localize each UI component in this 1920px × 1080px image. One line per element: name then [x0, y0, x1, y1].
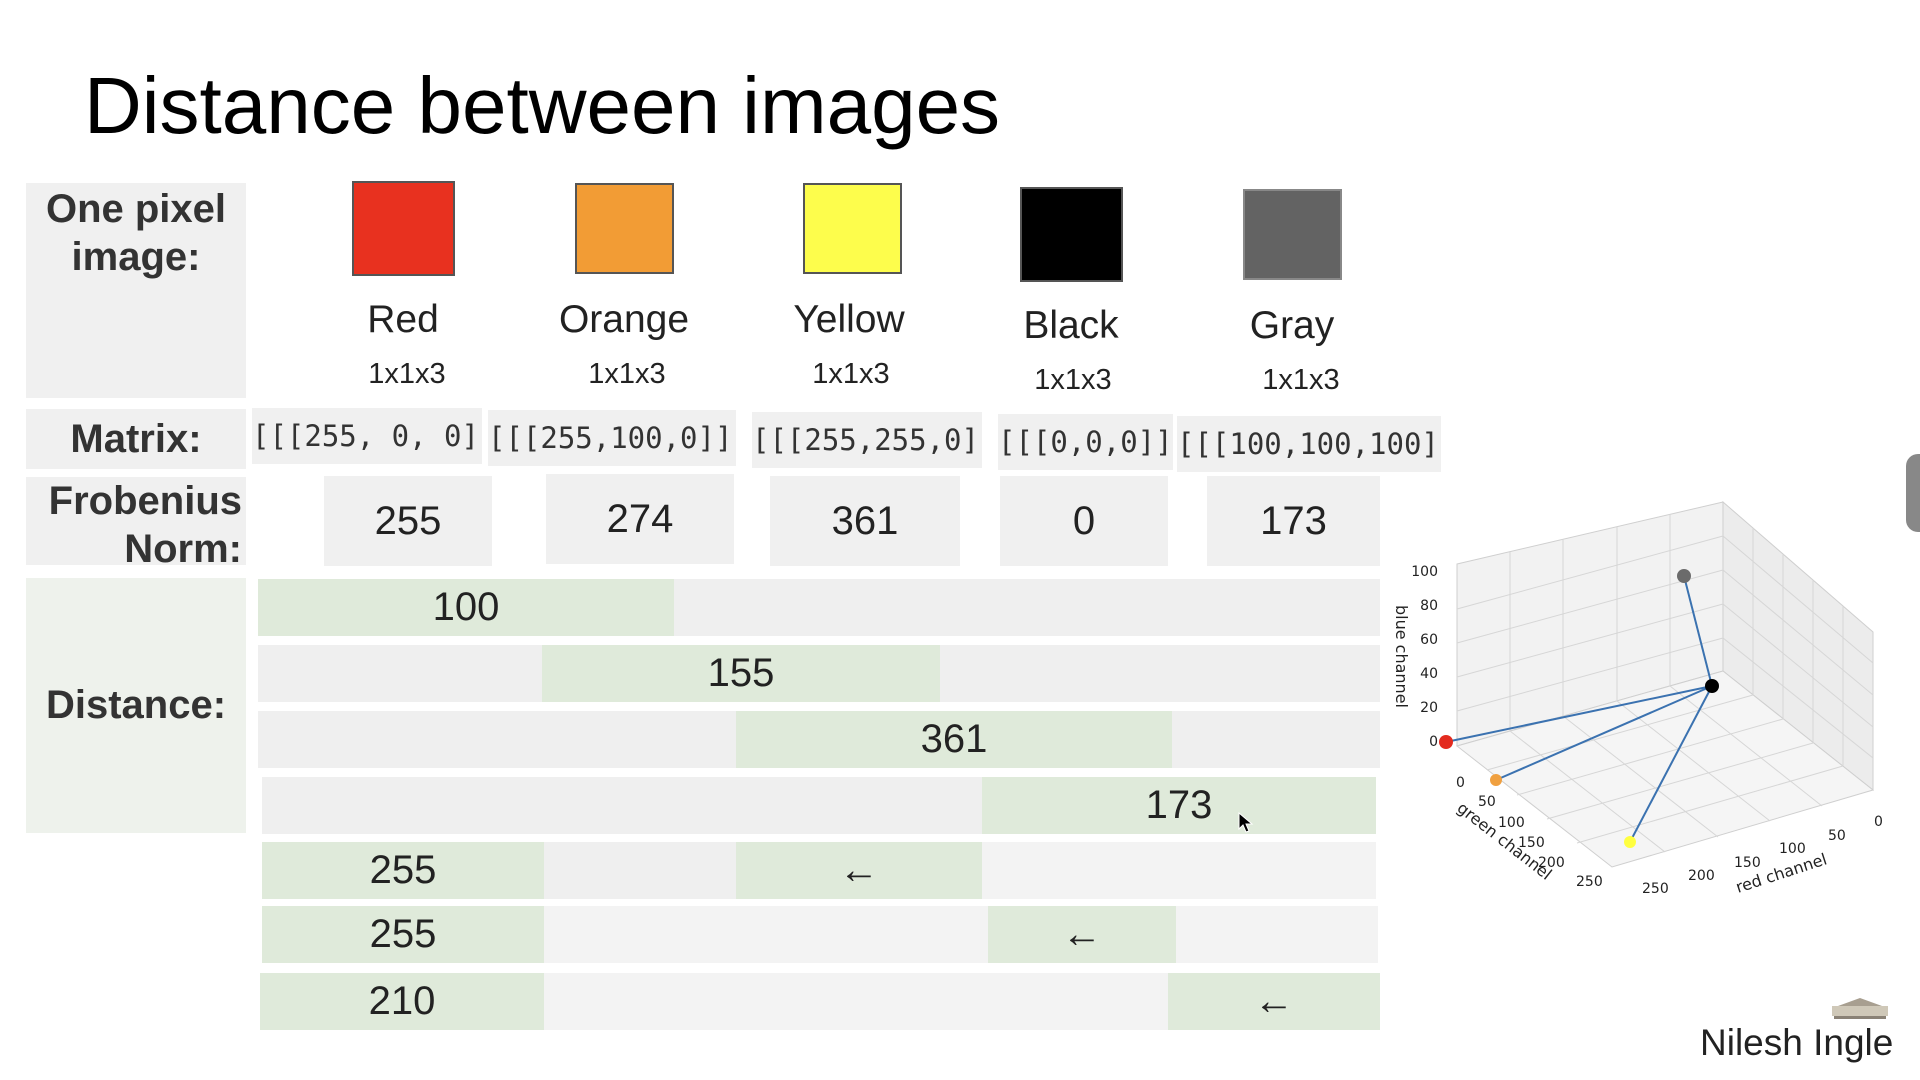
row-label-pixel: One pixel image:	[26, 183, 246, 398]
side-panel-handle[interactable]	[1906, 454, 1920, 532]
arrow-left-icon: ←	[1168, 973, 1380, 1030]
distance-value: 210	[260, 973, 544, 1030]
y-tick: 100	[1498, 815, 1525, 831]
rgb-3d-scatter-plot: 0 20 40 60 80 100 blue channel 0 50 100 …	[1392, 500, 1883, 897]
norm-black: 0	[1000, 476, 1168, 566]
norm-red: 255	[324, 476, 492, 566]
z-tick: 0	[1429, 734, 1438, 750]
row-label-distance: Distance:	[26, 578, 246, 833]
norm-gray: 173	[1207, 476, 1380, 566]
distance-value: 255	[262, 842, 544, 899]
row-label-matrix: Matrix:	[26, 409, 246, 469]
y-tick: 0	[1456, 775, 1465, 791]
author-name: Nilesh Ingle	[1700, 1022, 1894, 1063]
point-red	[1439, 735, 1453, 749]
color-name-orange: Orange	[558, 298, 690, 341]
x-tick: 250	[1642, 881, 1669, 897]
matrix-black: [[[0,0,0]]]	[998, 414, 1173, 470]
z-tick: 40	[1420, 666, 1438, 682]
norm-orange: 274	[546, 474, 734, 564]
z-tick: 60	[1420, 632, 1438, 648]
color-name-red: Red	[367, 298, 439, 341]
z-tick: 100	[1411, 564, 1438, 580]
color-name-yellow: Yellow	[793, 298, 905, 341]
distance-gap	[544, 842, 736, 899]
matrix-orange: [[[255,100,0]]]	[488, 410, 736, 466]
y-tick: 200	[1538, 855, 1565, 871]
swatch-orange	[575, 183, 674, 274]
x-tick: 50	[1828, 828, 1846, 844]
arrow-left-icon: ←	[988, 906, 1176, 963]
x-tick: 100	[1779, 841, 1806, 857]
point-yellow	[1624, 836, 1636, 848]
y-tick: 250	[1576, 874, 1603, 890]
swatch-yellow	[803, 183, 902, 274]
dims-black: 1x1x3	[1034, 364, 1112, 396]
swatch-black	[1020, 187, 1123, 282]
distance-value: 361	[736, 711, 1172, 768]
distance-row: 361	[258, 711, 1380, 768]
arrow-left-icon: ←	[736, 842, 982, 899]
y-tick: 150	[1518, 835, 1545, 851]
x-tick: 150	[1734, 855, 1761, 871]
x-tick: 200	[1688, 868, 1715, 884]
swatch-red	[352, 181, 455, 276]
distance-value: 255	[262, 906, 544, 963]
point-black	[1705, 679, 1719, 693]
grid-lines	[1456, 514, 1874, 853]
swatch-gray	[1243, 189, 1342, 280]
dims-red: 1x1x3	[368, 358, 446, 390]
z-tick: 80	[1420, 598, 1438, 614]
distance-value: 100	[258, 579, 674, 636]
z-axis-label: blue channel	[1392, 605, 1411, 708]
dims-orange: 1x1x3	[588, 358, 666, 390]
matrix-red: [[[255, 0, 0]]]	[252, 408, 482, 464]
matrix-yellow: [[[255,255,0]]]	[752, 412, 982, 468]
distance-row: 255 ←	[262, 906, 1378, 963]
distance-value: 155	[542, 645, 940, 702]
matrix-gray: [[[100,100,100]]]	[1177, 416, 1441, 472]
distance-row: 173	[262, 777, 1376, 834]
color-name-gray: Gray	[1249, 304, 1335, 347]
mouse-cursor-icon	[1238, 812, 1254, 833]
connection-lines	[1445, 575, 1713, 843]
dims-yellow: 1x1x3	[812, 358, 890, 390]
distance-row: 155	[258, 645, 1380, 702]
dims-gray: 1x1x3	[1262, 364, 1340, 396]
x-tick: 0	[1874, 814, 1883, 830]
norm-yellow: 361	[770, 476, 960, 566]
point-orange	[1490, 774, 1502, 786]
y-tick: 50	[1478, 794, 1496, 810]
row-label-frobenius: Frobenius Norm:	[26, 477, 246, 571]
logo-icon	[1832, 998, 1888, 1019]
z-tick: 20	[1420, 700, 1438, 716]
distance-row: 100	[258, 579, 1380, 636]
point-gray	[1677, 569, 1691, 583]
distance-row: 255 ←	[262, 842, 1376, 899]
distance-row: 210 ←	[260, 973, 1380, 1030]
distance-value: 173	[982, 777, 1376, 834]
color-name-black: Black	[1023, 304, 1119, 347]
slide-title: Distance between images	[84, 61, 1001, 150]
